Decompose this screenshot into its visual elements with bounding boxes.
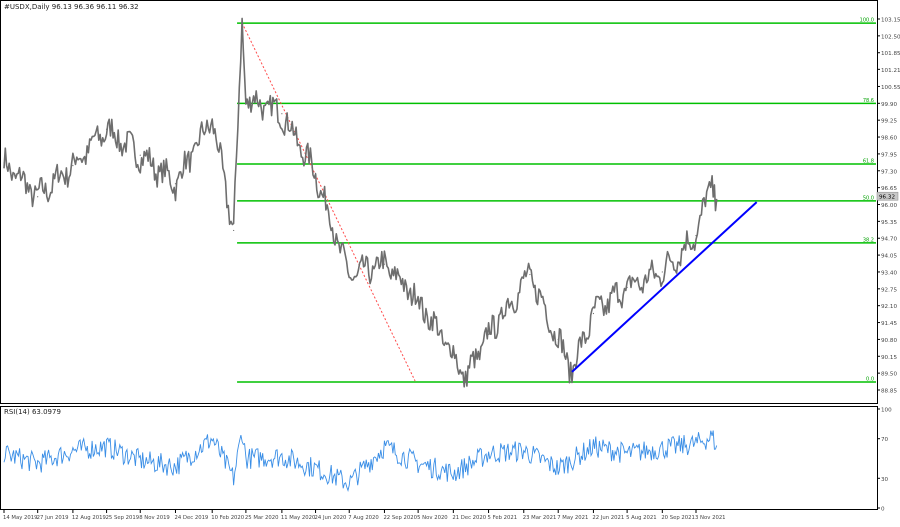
price-data-point	[711, 180, 713, 182]
blue-trendline	[571, 201, 758, 373]
current-price-box	[876, 191, 899, 201]
price-data-point	[557, 338, 559, 341]
x-tick-label: 10 Feb 2020	[211, 515, 245, 521]
price-y-tick-label: 89.50	[881, 372, 897, 378]
x-tick-label: 22 Jun 2021	[592, 515, 624, 521]
price-data-point	[233, 229, 235, 232]
x-tick-label: 12 Aug 2019	[72, 515, 106, 521]
x-tick-label: 3 Nov 2021	[695, 515, 726, 521]
price-data-point	[716, 198, 718, 200]
x-tick-label: 25 Mar 2020	[245, 515, 279, 521]
x-tick-label: 24 Dec 2019	[174, 515, 208, 521]
x-tick-label: 8 Nov 2019	[139, 515, 170, 521]
price-data-point	[348, 276, 350, 278]
x-tick-label: 11 May 2020	[281, 515, 316, 521]
x-tick-label: 14 May 2019	[3, 515, 38, 521]
current-price-label: 96.32	[879, 194, 895, 200]
price-data-point	[139, 154, 141, 156]
rsi-y-tick-label: 0	[881, 507, 885, 513]
x-tick-label: 5 Feb 2021	[488, 515, 518, 521]
price-y-tick-label: 99.90	[881, 102, 897, 108]
x-tick-label: 5 Nov 2020	[417, 515, 448, 521]
x-tick-label: 27 Jun 2019	[37, 515, 69, 521]
x-tick-label: 21 Dec 2020	[452, 515, 486, 521]
price-y-tick-label: 88.85	[881, 389, 897, 395]
x-tick-label: 22 Sep 2020	[383, 515, 417, 521]
price-data-point	[661, 271, 663, 273]
price-data-point	[452, 354, 454, 356]
price-y-tick-label: 100.55	[881, 85, 900, 91]
price-y-tick-label: 102.50	[881, 34, 900, 40]
price-y-tick-label: 91.45	[881, 321, 897, 327]
price-data-point	[314, 172, 317, 174]
fib-level-label: 0.0	[866, 376, 874, 382]
x-tick-label: 24 Jun 2020	[315, 515, 347, 521]
price-panel-frame	[0, 0, 878, 404]
price-y-tick-label: 92.75	[881, 287, 897, 293]
price-data-point	[695, 235, 697, 237]
fib-level-label: 50.0	[863, 195, 874, 201]
price-data-point	[464, 377, 467, 379]
fib-level-label: 78.6	[863, 98, 874, 104]
rsi-y-tick-label: 70	[881, 437, 889, 443]
price-data-point	[529, 273, 531, 276]
price-y-tick-label: 92.10	[881, 304, 897, 310]
price-data-point	[3, 162, 5, 164]
x-tick-label: 7 May 2021	[557, 515, 588, 521]
price-y-tick-label: 97.30	[881, 169, 897, 175]
price-y-tick-label: 101.21	[881, 68, 900, 74]
price-series-line	[3, 17, 718, 388]
rsi-y-tick-label: 30	[881, 477, 889, 483]
rsi-header: RSI(14) 63.0979	[4, 408, 61, 416]
fib-level-label: 100.0	[860, 18, 874, 24]
price-data-point	[487, 333, 490, 335]
price-y-tick-label: 90.15	[881, 355, 897, 361]
price-data-point	[626, 286, 628, 289]
x-tick-label: 5 Aug 2021	[626, 515, 657, 521]
x-tick-label: 23 Mar 2021	[523, 515, 557, 521]
rsi-series-line	[3, 430, 718, 492]
price-data-point	[105, 128, 108, 130]
fib-level-label: 61.8	[863, 159, 874, 165]
price-y-tick-label: 99.25	[881, 119, 897, 125]
x-tick-label: 7 Aug 2020	[348, 515, 379, 521]
rsi-y-tick-label: 100	[881, 408, 892, 414]
price-y-tick-label: 97.95	[881, 152, 897, 158]
price-y-tick-label: 96.65	[881, 186, 897, 192]
price-y-tick-label: 94.70	[881, 237, 897, 243]
price-data-point	[245, 97, 247, 99]
price-data-point	[37, 196, 39, 198]
price-data-point	[211, 118, 213, 120]
price-y-tick-label: 103.15	[881, 18, 900, 24]
symbol-header: #USDX,Daily 96.13 96.36 96.11 96.32	[4, 3, 139, 11]
price-data-point	[241, 22, 243, 24]
x-tick-label: 20 Sep 2021	[661, 515, 695, 521]
price-data-point	[383, 263, 386, 265]
price-data-point	[592, 312, 595, 315]
x-tick-label: 25 Sep 2019	[106, 515, 140, 521]
price-y-tick-label: 94.05	[881, 254, 897, 260]
price-y-tick-label: 90.80	[881, 338, 897, 344]
price-y-tick-label: 95.35	[881, 220, 897, 226]
fib-level-label: 38.2	[863, 237, 874, 243]
price-y-tick-label: 98.60	[881, 136, 897, 142]
price-data-point	[174, 183, 177, 185]
price-data-point	[72, 164, 74, 167]
price-data-point	[417, 299, 419, 302]
rsi-panel-frame	[0, 406, 878, 510]
price-y-tick-label: 101.85	[881, 51, 900, 57]
price-data-point	[281, 113, 283, 115]
price-y-tick-label: 93.40	[881, 270, 897, 276]
price-y-tick-label: 96.00	[881, 203, 897, 209]
